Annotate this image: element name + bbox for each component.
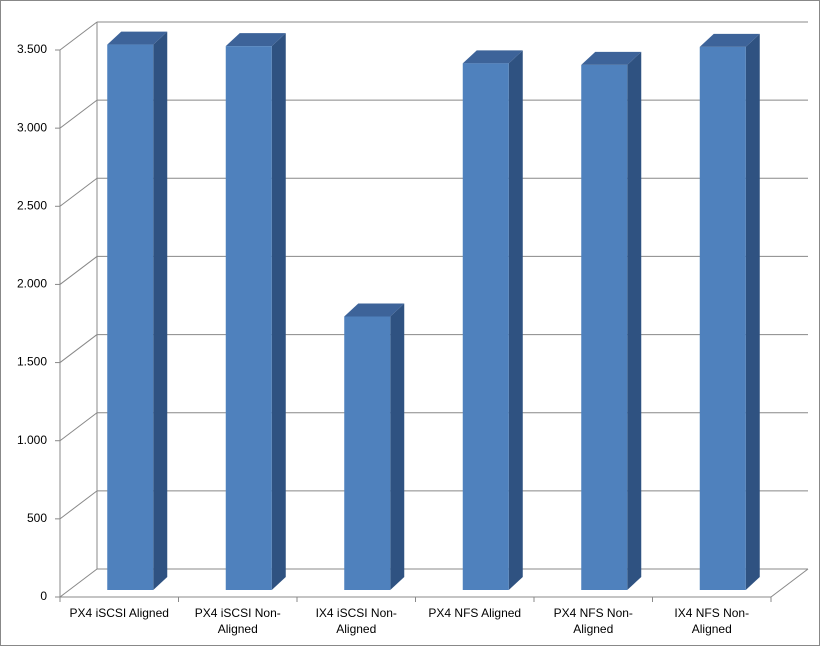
x-tick-label: PX4 NFS Non-Aligned	[553, 606, 633, 636]
y-tick-label: 3.500	[17, 42, 47, 56]
y-tick-label: 1.500	[17, 355, 47, 369]
bar	[107, 44, 154, 590]
x-tick-label: IX4 iSCSI Non-Aligned	[315, 606, 397, 636]
floor-right	[770, 568, 809, 598]
bar-side	[271, 33, 286, 590]
bar-top	[344, 303, 405, 317]
y-tick-label: 1.000	[17, 433, 47, 447]
bar-top	[462, 50, 523, 64]
bar-side	[745, 33, 760, 590]
bar-side	[390, 303, 405, 590]
grid-line-side	[59, 412, 98, 442]
y-tick-label: 2.500	[17, 198, 47, 212]
y-tick-label: 2.000	[17, 277, 47, 291]
bar	[344, 316, 391, 590]
bar-top	[699, 33, 760, 47]
x-tick-label: PX4 iSCSI Aligned	[69, 606, 169, 620]
y-tick-label: 0	[40, 589, 47, 603]
grid-line-side	[59, 99, 98, 129]
grid-line-side	[59, 568, 98, 598]
bar	[225, 46, 272, 590]
bar	[699, 46, 746, 590]
bar-top	[107, 31, 168, 45]
x-tick-label: IX4 NFS Non-Aligned	[674, 606, 750, 636]
grid-line-side	[59, 21, 98, 51]
bar-side	[627, 51, 642, 590]
grid-line-side	[59, 177, 98, 207]
y-tick-label: 500	[27, 511, 47, 525]
y-tick-label: 3.000	[17, 120, 47, 134]
bar-side	[153, 31, 168, 590]
grid-line-side	[59, 490, 98, 520]
bar-side	[508, 50, 523, 591]
bar	[581, 64, 628, 590]
grid-line-side	[59, 334, 98, 363]
bar-top	[581, 51, 642, 65]
x-tick-label: PX4 NFS Aligned	[428, 606, 522, 620]
grid-line-side	[59, 256, 98, 285]
x-tick-label: PX4 iSCSI Non-Aligned	[194, 606, 281, 636]
bar	[462, 63, 509, 591]
bar-top	[225, 33, 286, 47]
